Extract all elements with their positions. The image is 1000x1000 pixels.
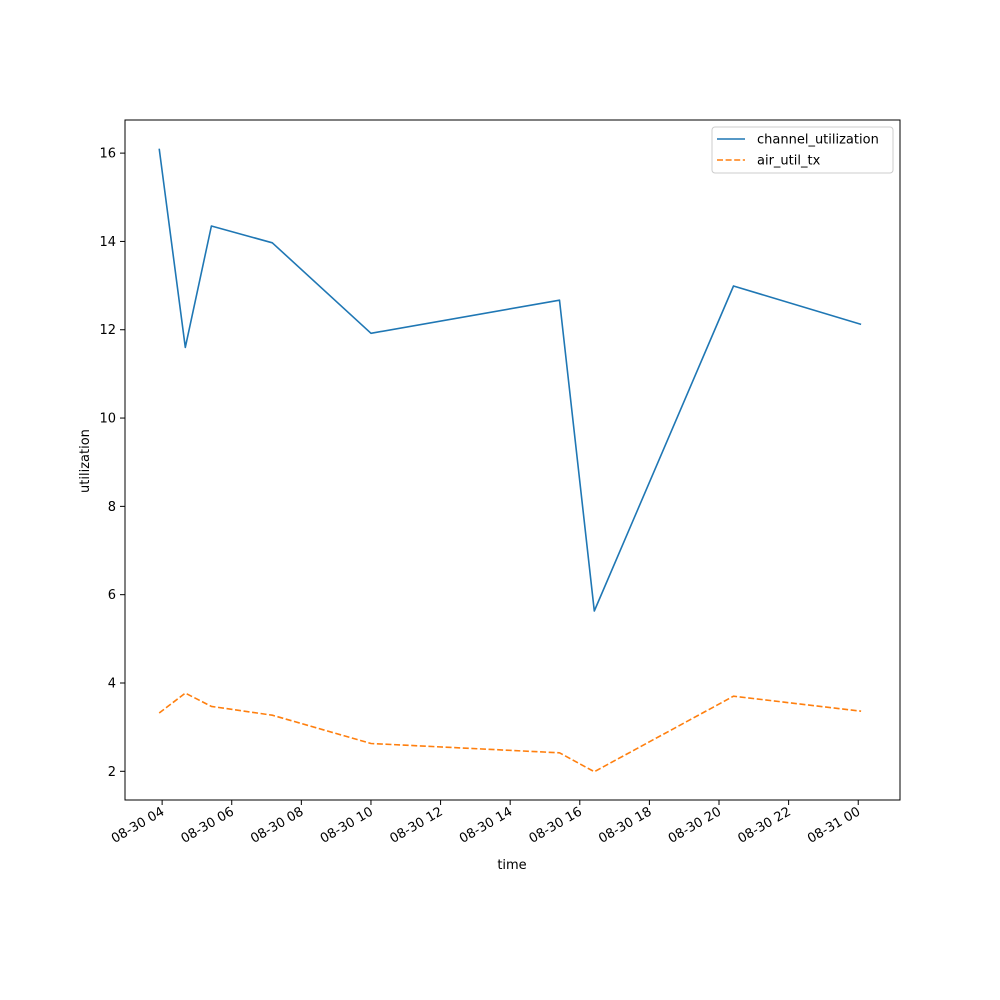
y-tick-label: 2 — [108, 765, 116, 780]
series-line-air-util-tx — [158, 692, 862, 773]
x-tick-label: 08-30 16 — [527, 804, 585, 846]
x-tick-label: 08-31 00 — [805, 804, 863, 846]
legend-box — [711, 126, 894, 174]
legend: channel_utilization air_util_tx — [711, 126, 894, 174]
plot-frame — [124, 119, 901, 801]
y-tick-label: 6 — [108, 588, 116, 603]
x-tick-label: 08-30 10 — [318, 804, 376, 846]
x-axis-ticks: 08-30 04 08-30 06 08-30 08 08-30 10 08-30 12… — [109, 800, 863, 847]
y-tick-label: 12 — [99, 323, 116, 338]
x-tick-label: 08-30 22 — [736, 804, 794, 846]
x-tick-label: 08-30 20 — [666, 804, 724, 846]
x-tick-label: 08-30 04 — [109, 804, 167, 846]
legend-label-channel-utilization: channel_utilization — [757, 133, 879, 148]
y-tick-label: 8 — [108, 500, 116, 515]
x-tick-label: 08-30 08 — [248, 804, 306, 846]
x-axis-label: time — [497, 858, 526, 873]
x-tick-label: 08-30 06 — [179, 804, 237, 846]
x-tick-label: 08-30 14 — [457, 804, 515, 846]
series-line-channel-utilization — [158, 148, 862, 612]
x-tick-label: 08-30 18 — [596, 804, 654, 846]
y-tick-label: 10 — [99, 412, 116, 427]
y-axis-ticks: 2 4 6 8 10 12 14 16 — [99, 147, 125, 780]
y-tick-label: 4 — [108, 676, 116, 691]
y-tick-label: 16 — [99, 147, 116, 162]
plot-area — [125, 120, 900, 800]
series-lines — [158, 148, 862, 773]
y-axis-label: utilization — [78, 429, 93, 493]
legend-label-air-util-tx: air_util_tx — [757, 154, 821, 169]
y-tick-label: 14 — [99, 235, 116, 250]
x-tick-label: 08-30 12 — [387, 804, 445, 846]
